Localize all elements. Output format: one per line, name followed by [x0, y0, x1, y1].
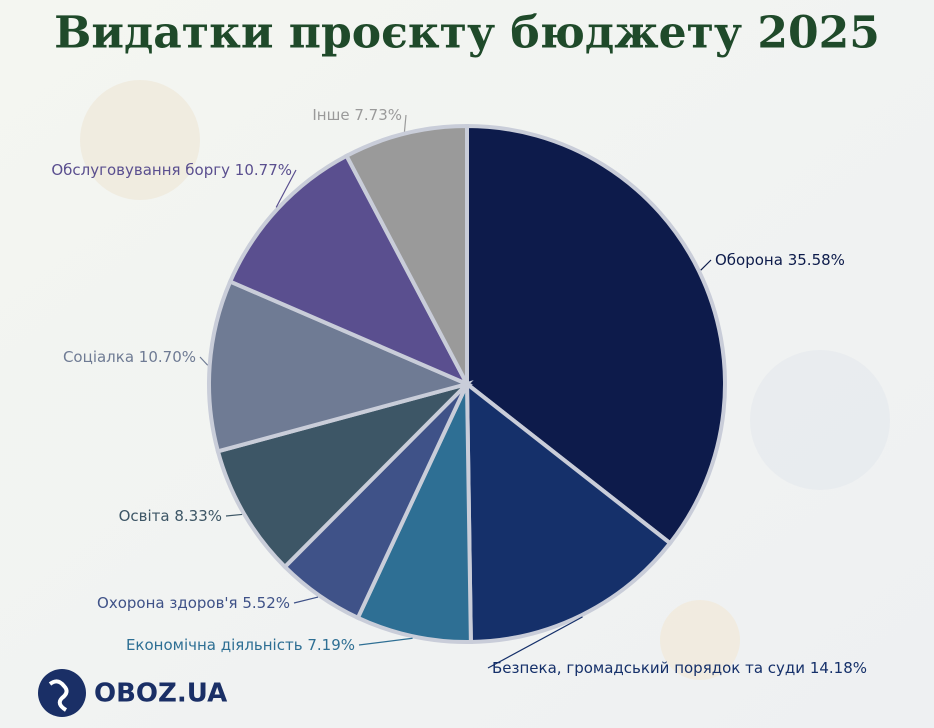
slice-name: Економічна діяльність [126, 636, 303, 654]
leader-line [403, 114, 407, 132]
pie-slice [343, 123, 469, 385]
slice-label: Безпека, громадський порядок та суди 14.… [492, 659, 867, 677]
leader-line [275, 169, 297, 208]
slice-label: Освіта 8.33% [119, 507, 222, 525]
leader-line [487, 616, 583, 669]
slice-label: Обслуговування боргу 10.77% [51, 161, 292, 179]
slice-name: Обслуговування боргу [51, 161, 230, 179]
pie-slice [227, 153, 472, 389]
slice-value: 14.18% [810, 659, 867, 677]
slice-name: Безпека, громадський порядок та суди [492, 659, 805, 677]
slice-label: Охорона здоров'я 5.52% [97, 594, 290, 612]
slice-name: Оборона [715, 251, 783, 269]
slice-name: Освіта [119, 507, 170, 525]
leader-line [199, 356, 209, 366]
slice-name: Соціалка [63, 348, 134, 366]
slice-value: 10.70% [139, 348, 196, 366]
pie-slice [464, 379, 673, 645]
pie-slice [355, 383, 473, 644]
leader-line [358, 637, 413, 646]
slice-label: Оборона 35.58% [715, 251, 845, 269]
logo: OBOZ.UA [94, 679, 227, 709]
slice-label: Соціалка 10.70% [63, 348, 196, 366]
leader-line [225, 513, 243, 517]
slice-value: 5.52% [242, 594, 290, 612]
slice-name: Інше [312, 106, 349, 124]
decor [660, 600, 740, 680]
leader-line [700, 259, 712, 271]
slice-label: Економічна діяльність 7.19% [126, 636, 355, 654]
pie: Оборона 35.58% Безпека, громадський поряд… [51, 106, 867, 677]
pie-slice [207, 278, 474, 454]
slice-label: Інше 7.73% [312, 106, 402, 124]
slice-value: 8.33% [174, 507, 222, 525]
logo-icon-detail [48, 679, 69, 712]
leader-line [293, 596, 319, 604]
decor [750, 350, 890, 490]
slice-value: 35.58% [788, 251, 845, 269]
slice-value: 10.77% [235, 161, 292, 179]
slice-value: 7.73% [354, 106, 402, 124]
slice-name: Охорона здоров'я [97, 594, 238, 612]
logo-icon [38, 669, 86, 717]
slice-value: 7.19% [307, 636, 355, 654]
pie-slice [215, 380, 474, 570]
chart-title: Видатки проєкту бюджету 2025 [54, 8, 880, 59]
decor [80, 80, 200, 200]
pie-slice [465, 123, 727, 546]
